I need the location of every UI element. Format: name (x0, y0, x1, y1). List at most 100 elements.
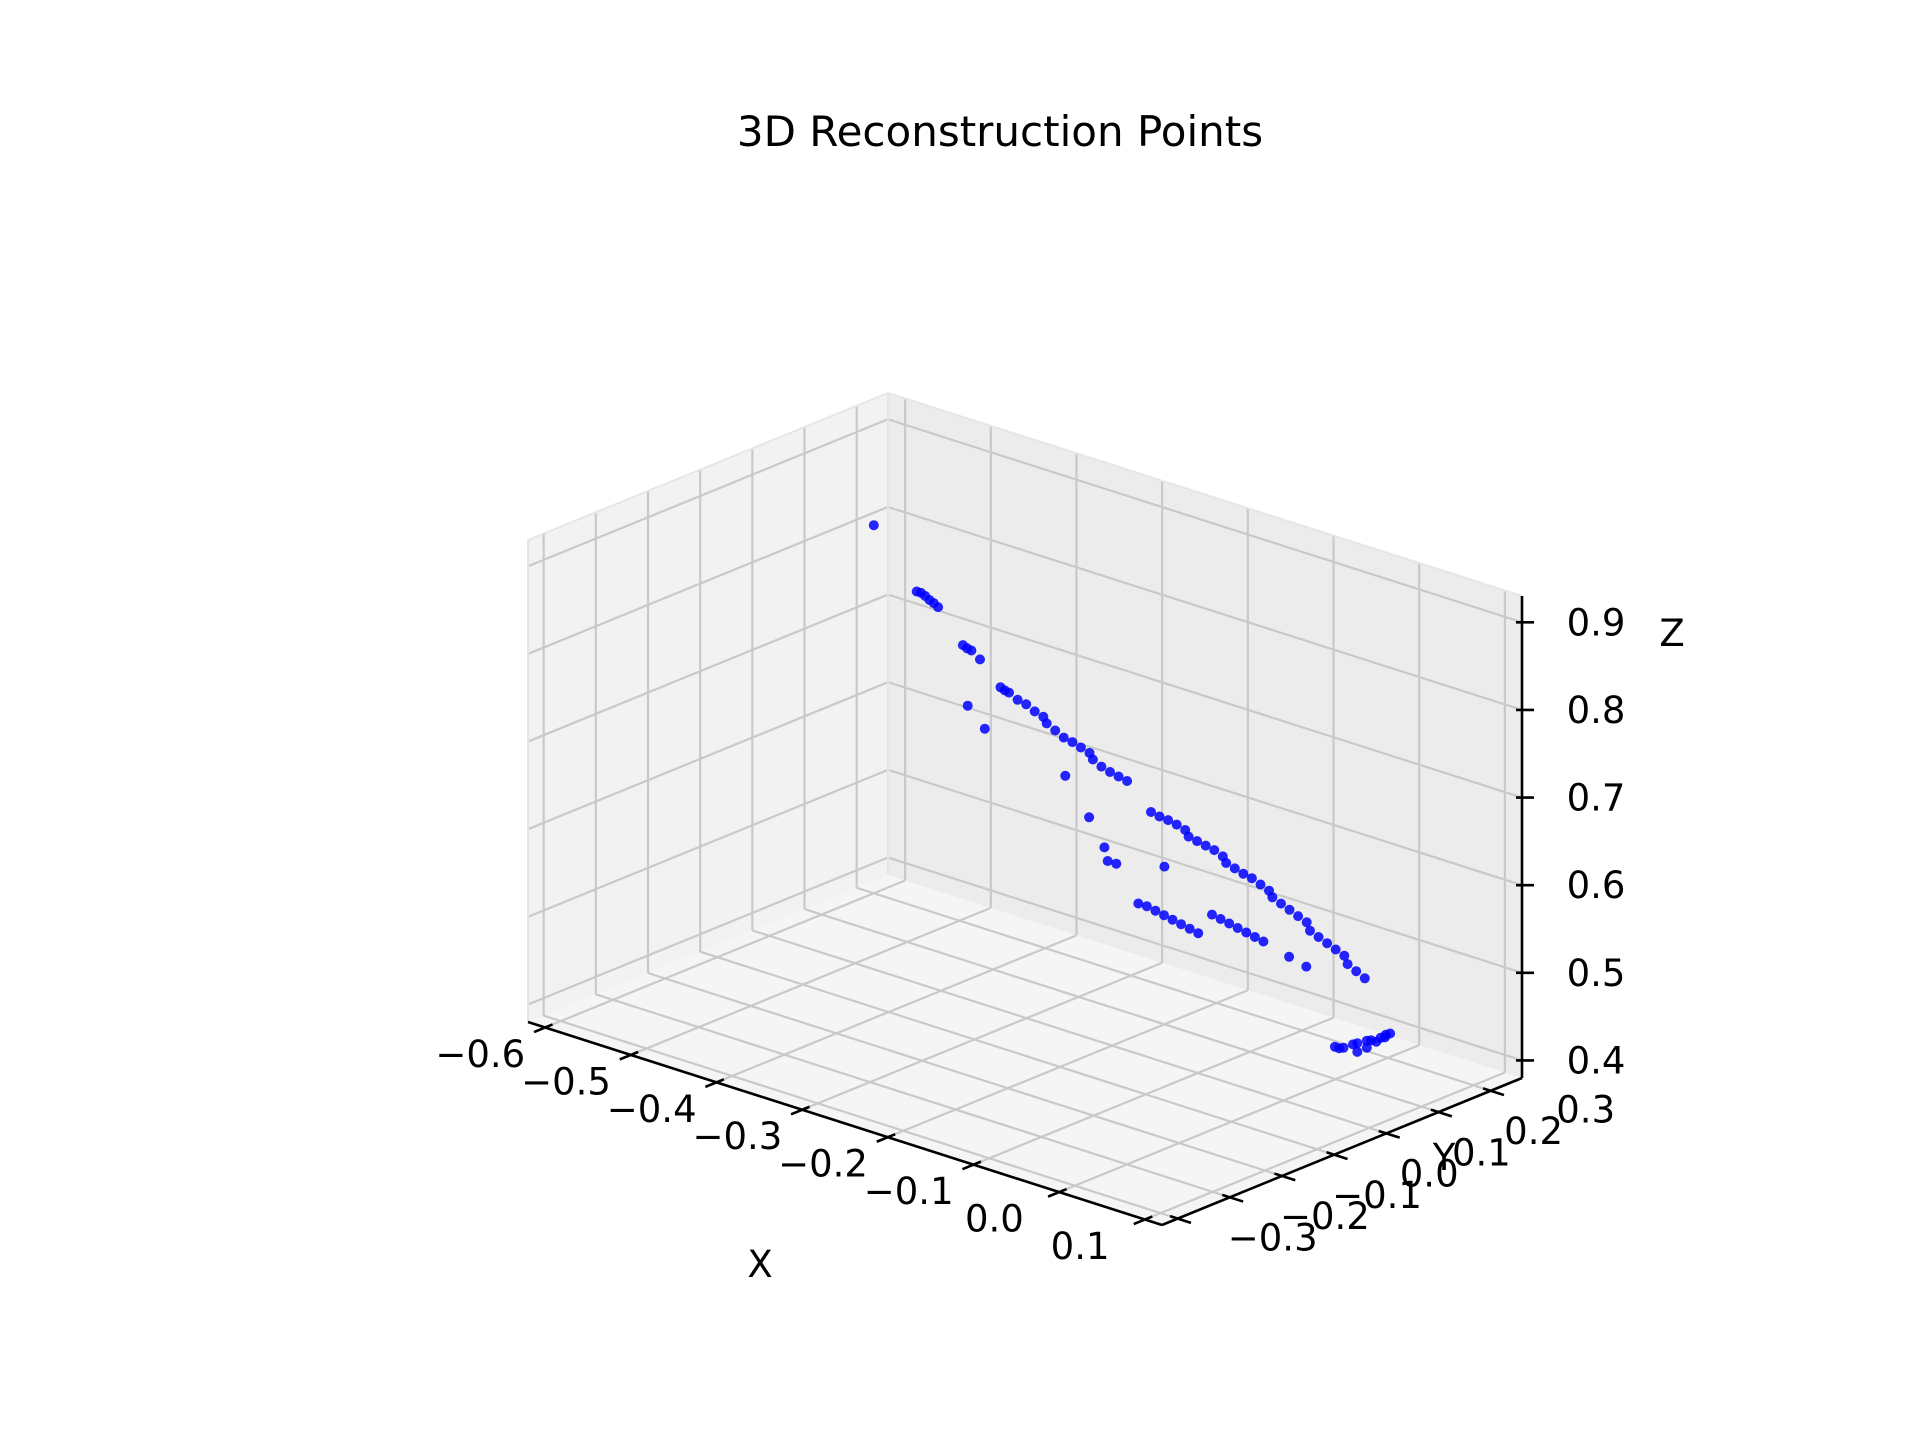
gridline-z-back (887, 768, 1523, 974)
data-point (1041, 718, 1052, 729)
data-point (1171, 819, 1182, 830)
gridline-x-floor (544, 879, 906, 1029)
x-tick-mark (619, 1050, 639, 1061)
y-tick-label: 0.1 (1452, 1131, 1511, 1174)
gridline-z-back (887, 593, 1523, 799)
axis-lines (527, 596, 1524, 1227)
data-point (1351, 966, 1362, 977)
data-point (1224, 918, 1235, 929)
data-point (1209, 845, 1220, 856)
data-point (1352, 1038, 1363, 1049)
data-point (933, 602, 944, 613)
x-tick-mark (790, 1105, 811, 1116)
gridline-z-left (527, 505, 889, 655)
x-tick-label: −0.3 (692, 1115, 782, 1158)
data-point (962, 700, 973, 711)
data-point (1322, 938, 1333, 949)
data-point (1342, 959, 1353, 970)
data-point (1176, 919, 1187, 930)
gridline-z-left (527, 768, 889, 918)
x-tick-label: −0.2 (778, 1143, 868, 1186)
data-point (1050, 725, 1061, 736)
gridline-x-floor (716, 934, 1077, 1084)
gridline-x-floor (801, 961, 1163, 1111)
data-point (1084, 812, 1095, 823)
data-point (1154, 811, 1165, 822)
data-point (1113, 771, 1124, 782)
data-point (1159, 861, 1170, 872)
z-axis-label: Z (1659, 612, 1684, 655)
z-tick-label: 0.8 (1567, 689, 1626, 732)
y-tick-label: 0.0 (1400, 1153, 1459, 1196)
data-points (868, 520, 1396, 1057)
data-point (979, 723, 990, 734)
y-tick-mark (1326, 1151, 1348, 1161)
floor-pane (528, 875, 1522, 1225)
data-point (1249, 932, 1260, 942)
gridline-x-floor (1144, 1071, 1506, 1221)
data-point (1221, 858, 1232, 868)
y-tick-mark (1221, 1193, 1244, 1203)
y-tick-label: −0.3 (1228, 1217, 1318, 1260)
data-point (1087, 754, 1098, 765)
data-point (1339, 950, 1350, 961)
data-point (1284, 904, 1295, 915)
data-point (1058, 732, 1069, 743)
z-tick-label: 0.6 (1567, 864, 1626, 907)
data-point (1207, 909, 1217, 920)
x-tick-mark (1047, 1187, 1068, 1198)
gridline-x-floor (630, 906, 992, 1056)
x-tick-mark (533, 1023, 554, 1034)
x-tick-label: −0.4 (607, 1088, 697, 1131)
x-tick-mark (961, 1160, 982, 1171)
data-point (1371, 1036, 1382, 1047)
data-point (1229, 863, 1240, 874)
data-point (1159, 910, 1169, 921)
y-tick-label: 0.2 (1504, 1110, 1563, 1153)
data-point (1096, 761, 1107, 772)
y-tick-mark (1430, 1108, 1453, 1118)
data-point (1163, 815, 1174, 826)
data-point (1359, 973, 1370, 984)
gridline-y-floor (752, 929, 1387, 1135)
gridline-y-floor (647, 971, 1283, 1178)
y-axis-line (1161, 1076, 1523, 1227)
data-point (1029, 706, 1040, 717)
data-point (1352, 1046, 1363, 1057)
tick-marks: −0.6−0.5−0.4−0.3−0.2−0.10.00.1 −0.3−0.2−0… (435, 601, 1625, 1268)
data-point (1102, 856, 1113, 866)
left-pane (528, 393, 888, 1022)
gridline-y-floor (595, 993, 1231, 1199)
data-point (1313, 932, 1324, 942)
y-tick-label: 0.3 (1556, 1089, 1615, 1132)
x-tick-label: −0.1 (864, 1170, 954, 1213)
data-point (1004, 687, 1014, 698)
data-point (1361, 1042, 1372, 1053)
x-tick-label: 0.0 (965, 1198, 1024, 1241)
z-tick-label: 0.5 (1567, 952, 1626, 995)
data-point (1305, 925, 1315, 936)
data-point (1200, 840, 1211, 851)
gridline-x-floor (973, 1016, 1334, 1166)
x-tick-mark (876, 1132, 896, 1143)
gridline-y-floor (804, 908, 1439, 1114)
data-point (1067, 737, 1078, 748)
data-point (1184, 923, 1195, 934)
pane-edge (527, 392, 889, 541)
data-point (1150, 905, 1161, 916)
data-point (1238, 868, 1249, 879)
gridline-x-floor (1058, 1044, 1420, 1194)
gridline-z-back (887, 681, 1523, 887)
data-point (1232, 923, 1243, 933)
data-point (1193, 928, 1204, 939)
gridline-y-floor (699, 950, 1335, 1156)
data-point (1301, 961, 1312, 972)
x-tick-label: −0.6 (435, 1033, 525, 1076)
x-axis-line (527, 1020, 1163, 1227)
y-tick-mark (1169, 1214, 1192, 1225)
data-point (1258, 936, 1269, 947)
y-tick-mark (1482, 1087, 1505, 1097)
y-tick-label: −0.2 (1280, 1195, 1370, 1238)
